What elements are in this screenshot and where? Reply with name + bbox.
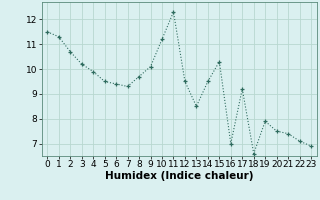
X-axis label: Humidex (Indice chaleur): Humidex (Indice chaleur) xyxy=(105,171,253,181)
